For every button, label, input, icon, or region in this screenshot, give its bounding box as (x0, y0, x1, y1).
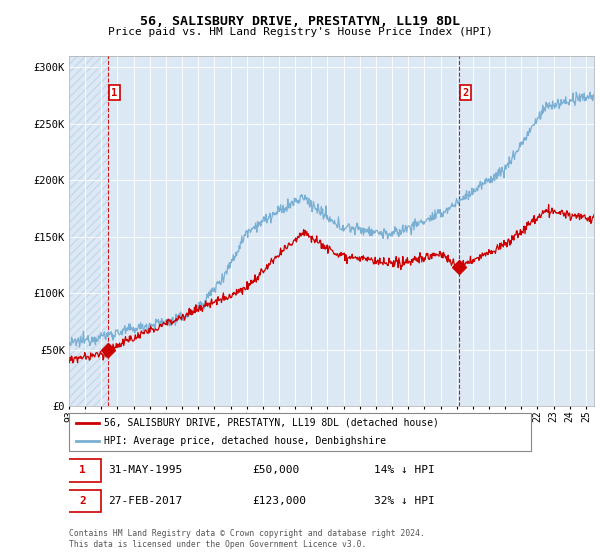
Text: 1: 1 (79, 465, 86, 475)
FancyBboxPatch shape (69, 413, 531, 451)
Text: 1: 1 (111, 88, 118, 98)
Text: Contains HM Land Registry data © Crown copyright and database right 2024.
This d: Contains HM Land Registry data © Crown c… (69, 529, 425, 549)
FancyBboxPatch shape (65, 459, 101, 482)
Text: 14% ↓ HPI: 14% ↓ HPI (373, 465, 434, 475)
Text: 31-MAY-1995: 31-MAY-1995 (109, 465, 182, 475)
Text: 27-FEB-2017: 27-FEB-2017 (109, 496, 182, 506)
Text: 56, SALISBURY DRIVE, PRESTATYN, LL19 8DL (detached house): 56, SALISBURY DRIVE, PRESTATYN, LL19 8DL… (104, 418, 439, 428)
Text: £123,000: £123,000 (253, 496, 307, 506)
Text: 32% ↓ HPI: 32% ↓ HPI (373, 496, 434, 506)
FancyBboxPatch shape (65, 490, 101, 512)
Text: £50,000: £50,000 (253, 465, 300, 475)
Text: 2: 2 (79, 496, 86, 506)
Text: HPI: Average price, detached house, Denbighshire: HPI: Average price, detached house, Denb… (104, 436, 386, 446)
Text: 2: 2 (463, 88, 469, 98)
Text: 56, SALISBURY DRIVE, PRESTATYN, LL19 8DL: 56, SALISBURY DRIVE, PRESTATYN, LL19 8DL (140, 15, 460, 28)
Text: Price paid vs. HM Land Registry's House Price Index (HPI): Price paid vs. HM Land Registry's House … (107, 27, 493, 37)
